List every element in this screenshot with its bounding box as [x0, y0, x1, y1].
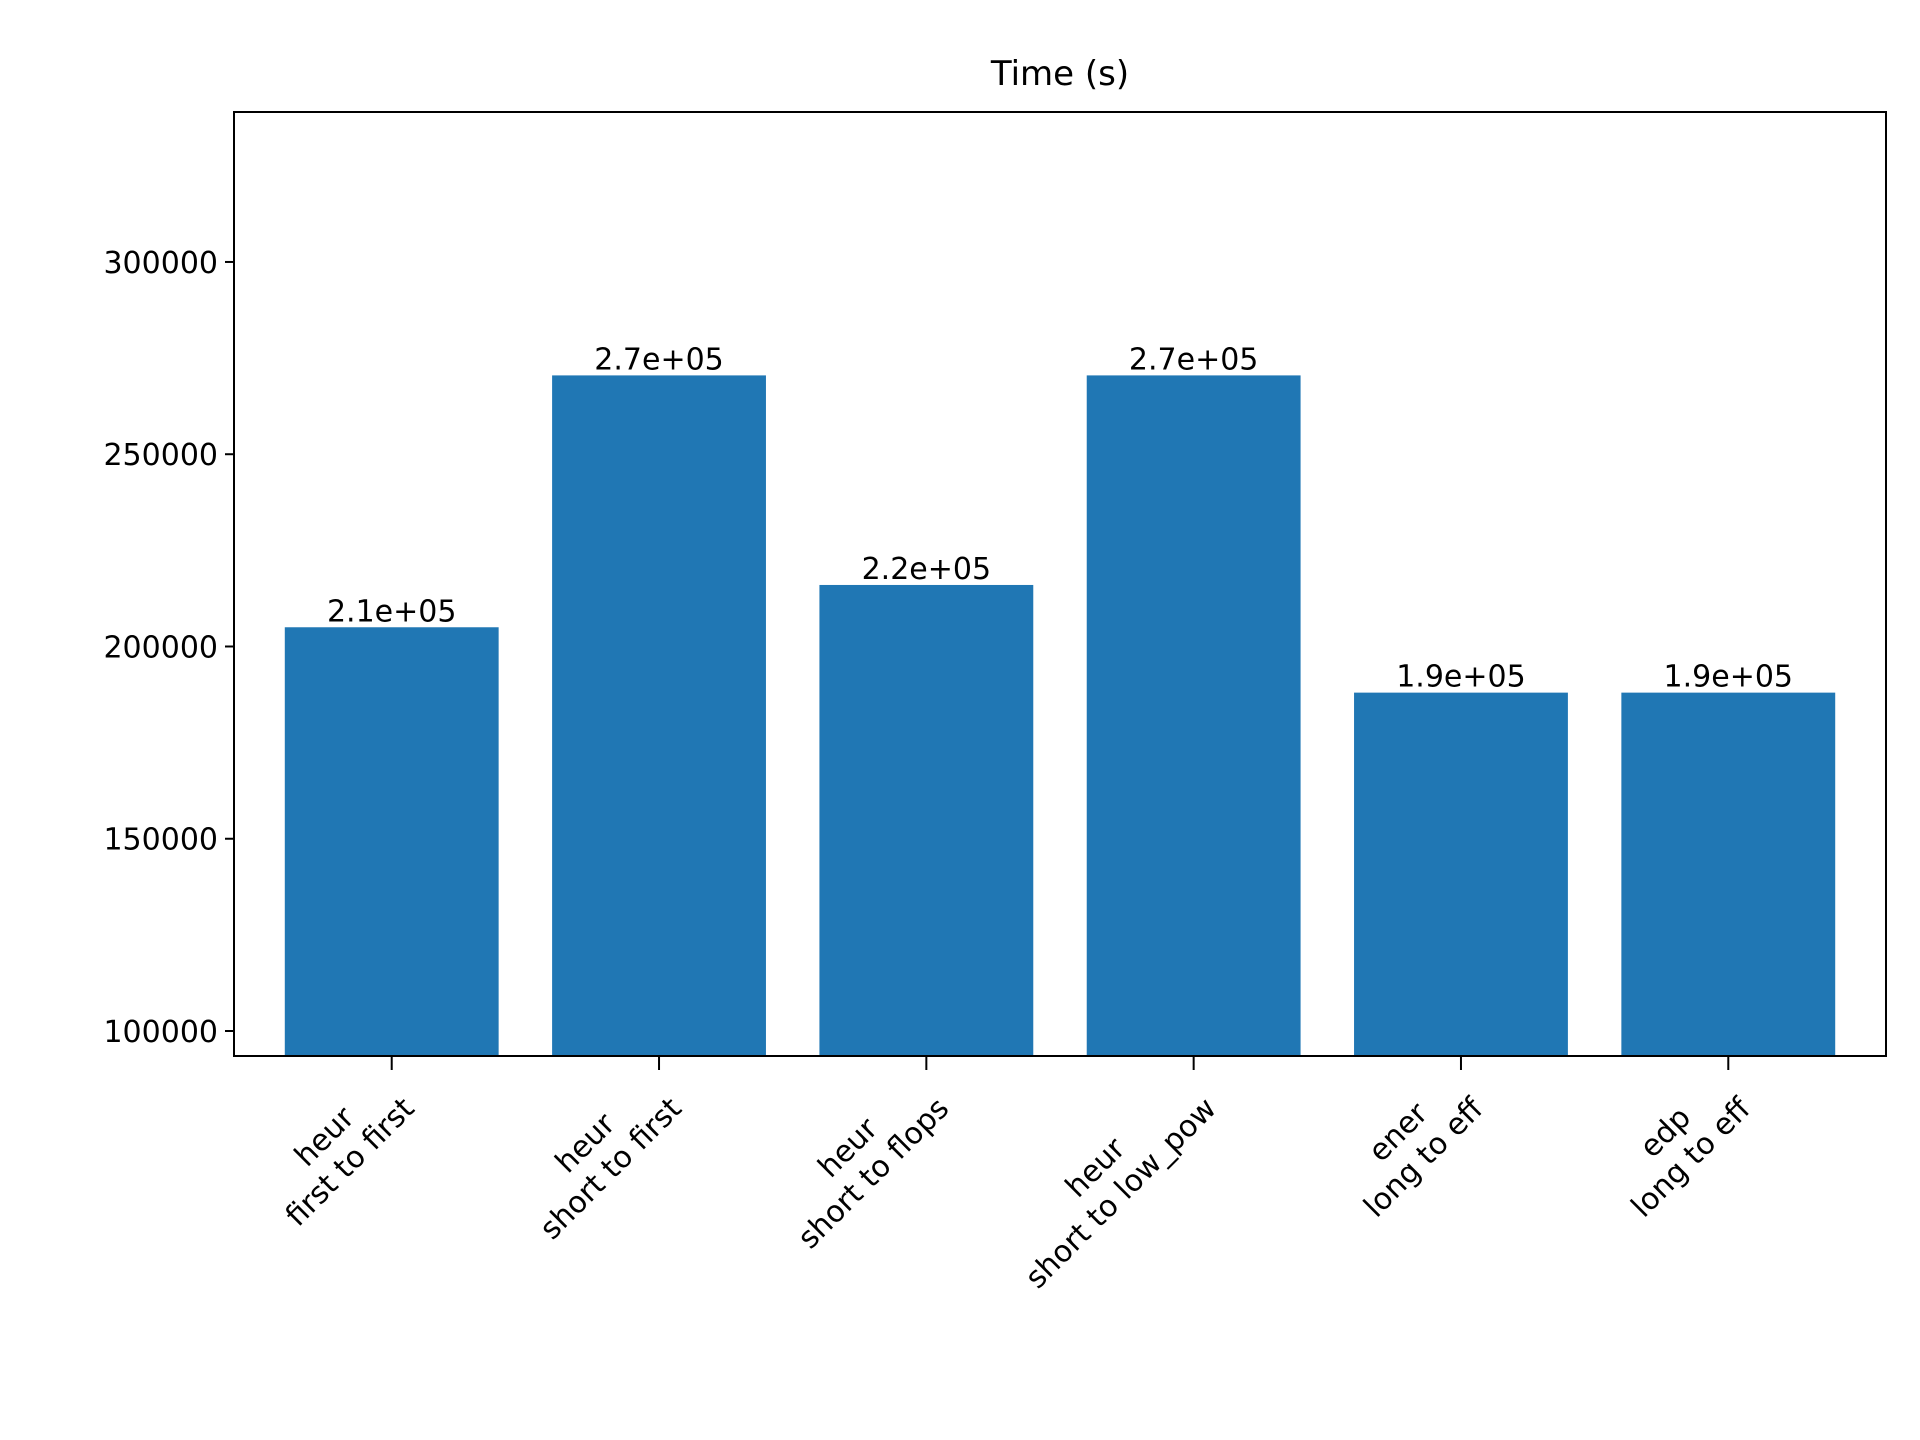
- bar: [1621, 692, 1836, 1056]
- y-axis: 100000 150000 200000 250000 300000: [103, 246, 234, 1050]
- bar: [284, 627, 499, 1056]
- chart-title: Time (s): [990, 54, 1129, 94]
- bar-data-label: 1.9e+05: [1664, 660, 1793, 695]
- bar-data-label: 2.2e+05: [862, 552, 991, 587]
- bar: [819, 584, 1034, 1056]
- bar: [1086, 375, 1301, 1056]
- y-tick-label: 200000: [103, 630, 218, 665]
- bars-layer: 2.1e+05 2.7e+05 2.2e+05 2.7e+05 1.9e+05 1.9e+…: [284, 342, 1836, 1056]
- y-tick-label: 100000: [103, 1015, 218, 1050]
- y-tick-label: 150000: [103, 823, 218, 858]
- bar-data-label: 2.1e+05: [327, 594, 456, 629]
- bar-data-label: 2.7e+05: [1129, 342, 1258, 377]
- bar: [552, 375, 766, 1056]
- plot-frame: [233, 111, 1887, 1057]
- bar-data-label: 2.7e+05: [594, 342, 723, 377]
- y-tick-label: 300000: [103, 246, 218, 281]
- bar-data-label: 1.9e+05: [1396, 660, 1525, 695]
- bar: [1354, 692, 1568, 1056]
- y-tick-label: 250000: [103, 438, 218, 473]
